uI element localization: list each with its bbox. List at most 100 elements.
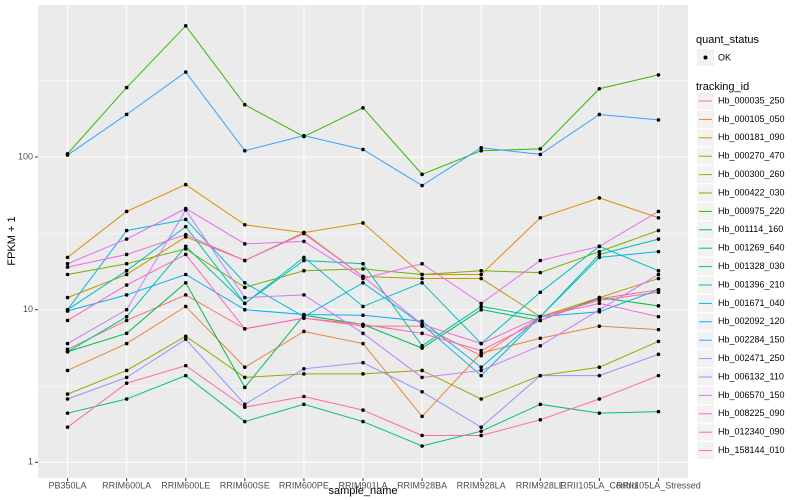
data-point (124, 397, 129, 401)
data-point (538, 147, 543, 151)
data-point (65, 318, 70, 323)
data-point (361, 106, 365, 110)
x-tick-label: RRIM928BA (397, 480, 447, 490)
data-point (420, 433, 424, 438)
x-tick-label: RRIM600LA (102, 480, 151, 490)
data-point (183, 252, 188, 257)
data-point (479, 307, 483, 312)
data-point (420, 276, 424, 281)
data-point (479, 365, 483, 370)
data-point (302, 258, 306, 263)
data-point (302, 293, 306, 297)
data-point (302, 255, 306, 260)
data-point (183, 217, 188, 222)
legend-label: Hb_006570_150 (718, 390, 785, 400)
legend-label: Hb_002284_150 (718, 335, 785, 345)
data-point (183, 70, 188, 74)
data-point (420, 375, 424, 380)
data-point (420, 272, 424, 277)
data-point (243, 301, 247, 306)
data-point (65, 368, 70, 373)
data-point (420, 319, 424, 324)
x-tick-label: RRII105LA_Control (560, 480, 638, 490)
data-point (361, 341, 365, 346)
data-point (656, 327, 661, 332)
data-point (656, 249, 661, 254)
data-point (597, 296, 602, 301)
data-point (65, 349, 70, 354)
data-point (65, 265, 70, 269)
data-point (302, 133, 306, 138)
legend-label: Hb_002092_120 (718, 316, 785, 326)
y-axis-title: FPKM + 1 (6, 216, 18, 265)
data-point (597, 373, 602, 378)
data-point (302, 312, 306, 317)
data-point (65, 255, 70, 260)
data-point (243, 242, 247, 246)
data-point (361, 147, 365, 152)
data-point (65, 411, 70, 415)
data-point (302, 268, 306, 273)
data-point (656, 118, 661, 122)
data-point (538, 402, 543, 407)
data-point (538, 373, 543, 378)
x-tick-label: RRII105LA_Stressed (616, 480, 701, 490)
data-point (420, 261, 424, 266)
data-point (656, 276, 661, 281)
data-point (656, 209, 661, 214)
data-point (479, 368, 483, 373)
data-point (124, 261, 129, 266)
data-point (124, 272, 129, 277)
data-point (361, 360, 365, 365)
data-point (420, 414, 424, 419)
data-point (243, 295, 247, 300)
data-point (124, 375, 129, 380)
data-point (243, 375, 247, 380)
data-point (479, 429, 483, 434)
data-point (124, 368, 129, 373)
data-point (124, 318, 129, 323)
data-point (243, 307, 247, 312)
data-point (183, 24, 188, 28)
legend-title: tracking_id (696, 81, 749, 93)
data-point (420, 444, 424, 448)
y-tick-label: 1 (28, 457, 33, 467)
data-point (597, 249, 602, 254)
data-point (538, 270, 543, 275)
data-point (479, 272, 483, 277)
legend-label: Hb_000270_470 (718, 151, 785, 161)
data-point (479, 425, 483, 429)
data-point (243, 258, 247, 263)
data-point (65, 261, 70, 266)
legend-label: Hb_000035_250 (718, 95, 785, 105)
data-point (302, 402, 306, 407)
data-point (183, 304, 188, 309)
data-point (656, 228, 661, 233)
data-point (302, 239, 306, 244)
data-point (302, 367, 306, 371)
data-point (656, 290, 661, 295)
legend-point (703, 55, 708, 60)
data-point (183, 244, 188, 249)
data-point (479, 148, 483, 153)
data-point (124, 268, 129, 273)
legend-label: Hb_001328_030 (718, 261, 785, 271)
data-point (538, 215, 543, 220)
data-point (361, 221, 365, 225)
data-point (597, 307, 602, 312)
data-point (124, 293, 129, 297)
data-point (597, 301, 602, 306)
legend-label: Hb_001671_040 (718, 298, 785, 308)
data-point (243, 285, 247, 290)
data-point (361, 304, 365, 309)
data-point (656, 268, 661, 273)
data-point (302, 316, 306, 320)
data-point (183, 232, 188, 237)
data-point (65, 341, 70, 346)
data-point (361, 281, 365, 285)
data-point (656, 215, 661, 220)
x-tick-label: RRIM928LE (516, 480, 565, 490)
data-point (420, 389, 424, 394)
data-point (538, 344, 543, 348)
data-point (597, 397, 602, 401)
